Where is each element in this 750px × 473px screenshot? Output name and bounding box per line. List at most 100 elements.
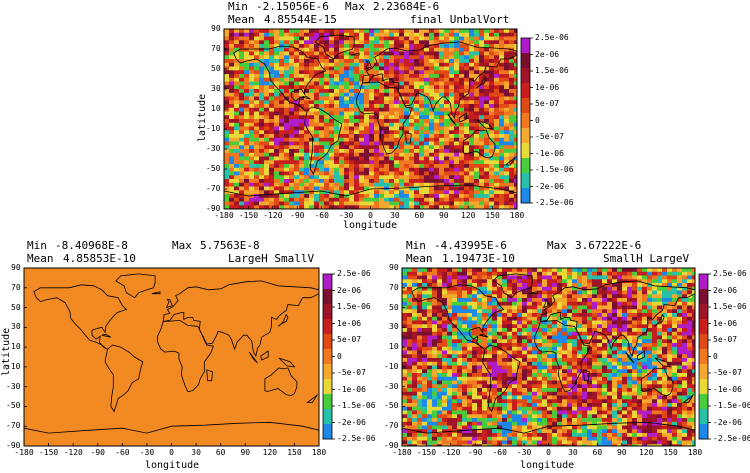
panel2-colorbar-label: -2.5e-06: [337, 434, 376, 443]
panel2-map-coastline: [104, 344, 144, 413]
panel2-map-xtick-label: 60: [215, 448, 226, 457]
panel3-max-value: 3.67222E-6: [575, 239, 642, 252]
panel3-colorbar-swatch: [699, 334, 708, 350]
panel2-colorbar-swatch: [323, 424, 332, 440]
panel1-map-xtick-label: 0: [368, 211, 373, 220]
panel3-colorbar-swatch: [699, 289, 708, 305]
panel1-colorbar-swatch: [521, 113, 530, 129]
panel3-map-xtick-label: -180: [392, 448, 412, 457]
panel2-colorbar-swatch: [323, 319, 332, 335]
panel1-colorbar-label: -5e-07: [535, 132, 564, 141]
panel3-map-coastline: [682, 394, 694, 403]
panel2-map-xtick-label: -150: [38, 448, 59, 457]
panel1-map-ytick-label: 10: [211, 104, 221, 113]
panel1-colorbar-label: 5e-07: [535, 99, 560, 108]
panel2-map-ytick-label: -30: [6, 381, 21, 391]
panel3-map-xtick-label: 120: [638, 448, 654, 457]
panel3-colorbar-swatch: [699, 349, 708, 365]
panel3-colorbar-swatch: [699, 424, 708, 440]
panel2-colorbar-swatch: [323, 289, 332, 305]
panel1-map-coastline: [350, 52, 360, 56]
panel2-map-coastline: [157, 319, 214, 393]
panel1-map-coastline: [301, 95, 311, 100]
panel2-colorbar-label: 2e-06: [337, 285, 362, 295]
panel3-map-ytick-label: 70: [389, 282, 399, 292]
panel1-map-ytick-label: -90: [206, 204, 221, 213]
panel3-map-xtick-label: 90: [616, 448, 627, 457]
panel3-map-xtick-label: 60: [592, 448, 603, 457]
panel2-colorbar-label: -5e-07: [337, 368, 366, 377]
panel2-map-ytick-label: -90: [6, 441, 21, 450]
panel1-map-ytick-label: 90: [211, 24, 221, 33]
panel1-map-coastline: [224, 184, 517, 209]
panel2-map-ytick-label: -10: [6, 361, 21, 371]
panel3-colorbar-label: -5e-07: [713, 368, 742, 377]
panel2-colorbar-swatch: [323, 409, 332, 425]
panel2-colorbar-label: 0: [337, 351, 342, 361]
panel3-map-coastline: [539, 280, 695, 358]
panel2-map-coastline: [115, 273, 156, 299]
panel2-colorbar-label: -1e-06: [337, 384, 366, 394]
panel1-map-xtick-label: -120: [263, 211, 283, 220]
panel1-map-coastline: [447, 113, 457, 126]
panel2-colorbar-label: 2.5e-06: [337, 269, 371, 278]
panel3-map-coastline: [528, 291, 538, 295]
panel1-map-coastline: [361, 41, 517, 120]
panel3-field-name: SmallH LargeV: [603, 252, 690, 265]
panel3-colorbar-label: 1.5e-06: [713, 302, 747, 311]
panel3-map-coastline: [636, 350, 645, 361]
panel2-map-coastline: [248, 351, 258, 364]
panel1-colorbar-swatch: [521, 128, 530, 144]
panel2-map-ytick-label: -70: [6, 421, 21, 431]
panel2-map-coastline: [306, 394, 318, 403]
panel3-map-coastline: [411, 284, 505, 350]
panel1-map-ytick-label: -30: [206, 144, 221, 153]
panel3-map-xtick-label: 0: [546, 448, 551, 457]
panel1-map-xtick-label: -30: [338, 211, 354, 220]
panel2-map-xtick-label: 180: [311, 448, 327, 457]
panel3-map-coastline: [542, 299, 550, 309]
panel2-map-ytick-label: -50: [6, 401, 21, 411]
panel1-map-xtick-label: 180: [509, 211, 525, 220]
panel3-colorbar-label: -1.5e-06: [713, 401, 750, 410]
panel3-map-coastline: [640, 367, 674, 397]
panel3-map-field: [402, 268, 695, 446]
panel1-mean-value: 4.85544E-15: [264, 13, 337, 26]
panel3-colorbar-label: 0: [713, 351, 718, 361]
panel1-map-coastline: [356, 81, 413, 155]
panel1-map-coastline: [458, 112, 467, 123]
panel3-map-ytick-label: -90: [384, 441, 399, 450]
panel1-colorbar-label: -1e-06: [535, 148, 564, 158]
panel3-mean-value: 1.19473E-10: [442, 252, 515, 265]
panel1-ylabel: latitude: [197, 93, 208, 142]
panel3-colorbar-swatch: [699, 319, 708, 335]
panel2-colorbar-label: 1e-06: [337, 318, 362, 328]
panel1-map-ytick-label: -10: [206, 124, 221, 133]
panel2-map-ytick-label: 10: [11, 342, 21, 352]
panel1-colorbar-label: -2.5e-06: [535, 198, 574, 207]
panel3-map: [401, 267, 696, 447]
panel1-map-ytick-label: 50: [211, 64, 221, 73]
panel1-map-coastline: [476, 75, 487, 89]
panel1-xlabel: longitude: [343, 220, 398, 231]
panel1-map-xtick-label: 90: [438, 211, 449, 220]
panel2-map-ytick-label: 90: [11, 263, 21, 272]
panel1-map-coastline: [314, 34, 355, 60]
panel2-map-field: [24, 268, 319, 446]
panel1-colorbar-label: 2.5e-06: [535, 33, 569, 42]
panel1-map-coastline: [462, 129, 496, 159]
panel2-map-xtick-label: 120: [262, 448, 278, 457]
panel2-colorbar-swatch: [323, 364, 332, 380]
panel2-map-ytick-label: 50: [11, 302, 21, 312]
panel2-min-label: Min: [27, 239, 47, 252]
panel3-colorbar-swatch: [699, 304, 708, 320]
panel1-map-coastline: [476, 119, 494, 130]
panel1-map-xtick-label: -180: [214, 211, 234, 220]
panel2-map-coastline: [24, 421, 319, 446]
panel1-map-ytick-label: -50: [206, 164, 221, 173]
panel1-map-xtick-label: 120: [460, 211, 476, 220]
panel3-mean-label: Mean: [406, 252, 433, 265]
panel1-map-coastline: [233, 45, 327, 112]
panel3-map-coastline: [482, 344, 521, 413]
panel1-max-label: Max: [345, 0, 365, 13]
